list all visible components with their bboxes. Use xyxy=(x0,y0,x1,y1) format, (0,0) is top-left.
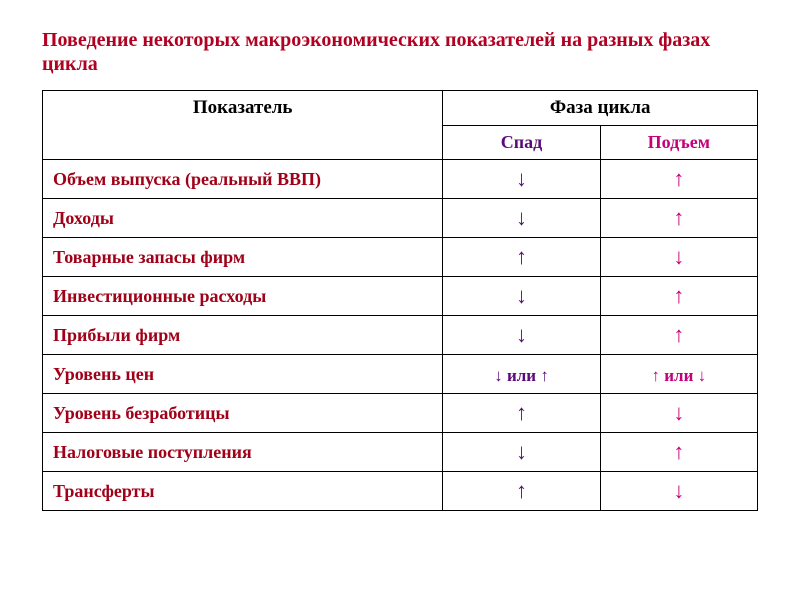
table-row: Трансферты ↑ ↓ xyxy=(43,472,758,511)
spad-text: ↓ или ↑ xyxy=(494,366,549,385)
pod-cell: ↑ или ↓ xyxy=(600,355,757,394)
table-row: Товарные запасы фирм ↑ ↓ xyxy=(43,238,758,277)
header-indicator: Показатель xyxy=(43,91,443,160)
pod-cell: ↑ xyxy=(600,199,757,238)
table-body: Объем выпуска (реальный ВВП) ↓ ↑ Доходы … xyxy=(43,160,758,511)
spad-cell: ↑ xyxy=(443,394,600,433)
spad-cell: ↑ xyxy=(443,472,600,511)
indicator-cell: Товарные запасы фирм xyxy=(43,238,443,277)
spad-cell: ↓ xyxy=(443,277,600,316)
header-phase: Фаза цикла xyxy=(443,91,758,126)
pod-cell: ↓ xyxy=(600,472,757,511)
indicator-cell: Объем выпуска (реальный ВВП) xyxy=(43,160,443,199)
page-title: Поведение некоторых макроэкономических п… xyxy=(42,28,758,76)
spad-cell: ↓ xyxy=(443,316,600,355)
table-row: Прибыли фирм ↓ ↑ xyxy=(43,316,758,355)
pod-cell: ↓ xyxy=(600,238,757,277)
spad-cell: ↓ xyxy=(443,160,600,199)
indicator-cell: Уровень безработицы xyxy=(43,394,443,433)
subheader-pod: Подъем xyxy=(600,126,757,160)
indicator-cell: Инвестиционные расходы xyxy=(43,277,443,316)
pod-cell: ↓ xyxy=(600,394,757,433)
table-row: Уровень безработицы ↑ ↓ xyxy=(43,394,758,433)
table-row: Объем выпуска (реальный ВВП) ↓ ↑ xyxy=(43,160,758,199)
pod-cell: ↑ xyxy=(600,433,757,472)
spad-cell: ↓ xyxy=(443,433,600,472)
subheader-spad: Спад xyxy=(443,126,600,160)
indicator-cell: Налоговые поступления xyxy=(43,433,443,472)
pod-cell: ↑ xyxy=(600,277,757,316)
spad-cell: ↑ xyxy=(443,238,600,277)
table-row: Уровень цен ↓ или ↑ ↑ или ↓ xyxy=(43,355,758,394)
pod-cell: ↑ xyxy=(600,160,757,199)
indicator-cell: Доходы xyxy=(43,199,443,238)
indicators-table: Показатель Фаза цикла Спад Подъем Объем … xyxy=(42,90,758,511)
table-head: Показатель Фаза цикла Спад Подъем xyxy=(43,91,758,160)
pod-text: ↑ или ↓ xyxy=(652,366,707,385)
spad-cell: ↓ xyxy=(443,199,600,238)
table-row: Налоговые поступления ↓ ↑ xyxy=(43,433,758,472)
page: Поведение некоторых макроэкономических п… xyxy=(0,0,800,600)
pod-cell: ↑ xyxy=(600,316,757,355)
table-row: Инвестиционные расходы ↓ ↑ xyxy=(43,277,758,316)
spad-cell: ↓ или ↑ xyxy=(443,355,600,394)
indicator-cell: Трансферты xyxy=(43,472,443,511)
indicator-cell: Уровень цен xyxy=(43,355,443,394)
table-row: Доходы ↓ ↑ xyxy=(43,199,758,238)
table-header-row: Показатель Фаза цикла xyxy=(43,91,758,126)
indicator-cell: Прибыли фирм xyxy=(43,316,443,355)
